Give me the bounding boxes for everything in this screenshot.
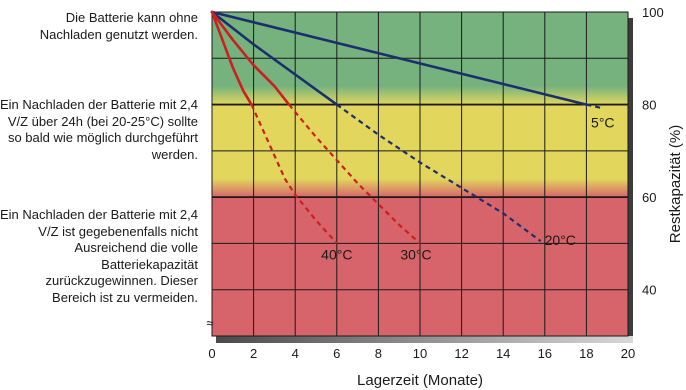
series-5c-dashed <box>586 103 604 110</box>
y-axis-title: Restkapazität (%) <box>667 125 684 243</box>
x-axis-title: Lagerzeit (Monate) <box>357 372 483 389</box>
x-tick-label: 14 <box>496 346 510 361</box>
zone-note-yellow: Ein Nachladen der Batterie mit 2,4 V/Z ü… <box>0 97 198 162</box>
series-30c-solid <box>210 10 291 106</box>
series-40c-solid <box>210 10 253 106</box>
series-20c-solid <box>210 10 339 106</box>
zone-note-red: Ein Nachladen der Batterie mit 2,4 V/Z i… <box>0 207 198 305</box>
series-30c-dashed <box>288 103 421 245</box>
x-tick-label: 16 <box>538 346 552 361</box>
y-tick-label: 100 <box>642 5 664 20</box>
series-label-40c: 40°C <box>321 246 352 262</box>
x-tick-label: 4 <box>292 346 299 361</box>
x-tick-label: 2 <box>250 346 257 361</box>
y-tick-label: 80 <box>642 98 656 113</box>
series-5c-solid <box>210 10 588 106</box>
x-tick-label: 10 <box>413 346 427 361</box>
x-tick-label: 12 <box>454 346 468 361</box>
series-label-5c: 5°C <box>591 114 615 130</box>
y-tick-label: 60 <box>642 190 656 205</box>
x-tick-label: 0 <box>208 346 215 361</box>
chart-side-shadow <box>628 18 633 342</box>
y-tick-label: 40 <box>642 283 656 298</box>
x-tick-label: 6 <box>333 346 340 361</box>
zone-note-green: Die Batterie kann ohne Nachladen genutzt… <box>39 10 198 42</box>
axis-break-mark: ≈ <box>206 316 213 331</box>
series-40c-dashed <box>250 104 338 245</box>
plot-border <box>211 11 629 337</box>
chart-floor <box>216 336 633 343</box>
x-tick-label: 20 <box>621 346 635 361</box>
series-label-20c: 20°C <box>545 232 576 248</box>
x-tick-label: 8 <box>375 346 382 361</box>
x-tick-label: 18 <box>579 346 593 361</box>
series-label-30c: 30°C <box>400 246 431 262</box>
